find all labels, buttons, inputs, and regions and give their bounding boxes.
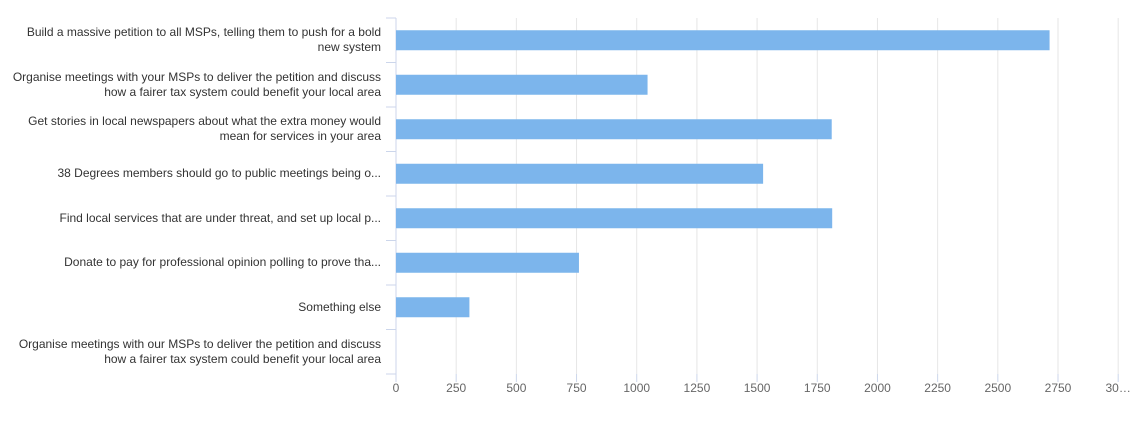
bar[interactable] (396, 74, 648, 95)
x-tick-label: 1750 (804, 381, 831, 395)
category-label: Find local services that are under threa… (59, 210, 381, 225)
category-label: 38 Degrees members should go to public m… (57, 166, 381, 181)
x-tick-label: 500 (506, 381, 526, 395)
category-label: Build a massive petition to all MSPs, te… (26, 25, 381, 55)
category-label: Something else (298, 299, 381, 314)
x-tick-label: 30… (1106, 381, 1131, 395)
x-tick-label: 1500 (744, 381, 771, 395)
bar[interactable] (396, 163, 764, 184)
bar[interactable] (396, 208, 833, 229)
x-tick-label: 2000 (864, 381, 891, 395)
bar[interactable] (396, 119, 832, 140)
category-label: Organise meetings with your MSPs to deli… (12, 69, 381, 99)
x-tick-label: 750 (567, 381, 587, 395)
x-tick-label: 0 (393, 381, 400, 395)
category-label: Donate to pay for professional opinion p… (64, 255, 381, 270)
bar[interactable] (396, 297, 470, 318)
x-tick-label: 1000 (623, 381, 650, 395)
x-tick-label: 2500 (984, 381, 1011, 395)
x-tick-label: 2250 (924, 381, 951, 395)
category-label: Get stories in local newspapers about wh… (28, 114, 381, 144)
category-label: Organise meetings with our MSPs to deliv… (18, 336, 381, 366)
bar[interactable] (396, 252, 579, 273)
bar[interactable] (396, 30, 1050, 51)
x-tick-label: 2750 (1045, 381, 1072, 395)
x-tick-label: 250 (446, 381, 466, 395)
x-tick-label: 1250 (684, 381, 711, 395)
